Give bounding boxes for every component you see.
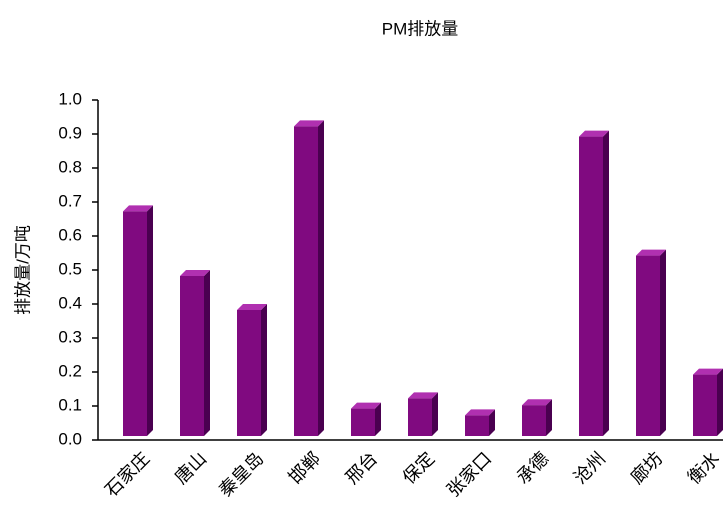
bar-top <box>522 399 552 406</box>
y-tick-label: 0.7 <box>58 191 82 210</box>
x-tick-label: 唐山 <box>171 448 211 488</box>
bar <box>636 255 660 436</box>
bar <box>522 405 546 436</box>
bar <box>351 408 375 436</box>
bar-top <box>351 402 381 409</box>
bar-top <box>180 270 210 276</box>
bar-top <box>123 205 153 212</box>
y-tick-label: 0.6 <box>58 225 82 244</box>
bar-top <box>636 249 666 256</box>
x-tick-label: 沧州 <box>570 448 610 488</box>
x-tick-label: 衡水 <box>684 448 723 488</box>
y-tick-label: 0.8 <box>58 157 82 176</box>
x-tick-label: 石家庄 <box>101 448 154 501</box>
x-tick-label: 邯郸 <box>285 448 325 488</box>
bar <box>294 126 318 437</box>
bar-side <box>546 399 552 436</box>
y-tick-label: 0.9 <box>58 123 82 142</box>
bar <box>237 310 261 436</box>
y-tick-label: 1.0 <box>58 89 82 108</box>
chart-title: PM排放量 <box>382 19 459 38</box>
bar-side <box>432 392 438 436</box>
y-axis-label: 排放量/万吨 <box>13 225 32 315</box>
bar-top <box>294 120 324 127</box>
bar <box>465 415 489 436</box>
x-tick-label: 承德 <box>513 448 553 488</box>
bar <box>693 374 717 436</box>
bar-top <box>465 409 495 416</box>
bar <box>579 136 603 436</box>
bar-top <box>579 130 609 137</box>
bar <box>180 276 204 436</box>
y-tick-label: 0.2 <box>58 361 82 380</box>
x-tick-label: 邢台 <box>342 448 382 488</box>
y-tick-label: 0.4 <box>58 293 82 312</box>
x-tick-label: 张家口 <box>443 448 496 501</box>
y-tick-label: 0.1 <box>58 395 82 414</box>
bar-side <box>375 402 381 436</box>
bar-top <box>408 392 438 399</box>
bar-side <box>318 120 324 437</box>
x-tick-label: 廊坊 <box>627 448 667 488</box>
bar-side <box>660 249 666 436</box>
bar-side <box>204 270 210 436</box>
bar-top <box>693 368 723 375</box>
y-tick-label: 0.0 <box>58 429 82 448</box>
bar-top <box>237 304 267 310</box>
y-tick-label: 0.5 <box>58 259 82 278</box>
bar-side <box>147 205 153 436</box>
bar <box>408 398 432 436</box>
bar-side <box>717 368 723 436</box>
bar-side <box>261 304 267 436</box>
x-tick-label: 秦皇岛 <box>215 448 268 501</box>
bar-side <box>603 130 609 436</box>
y-tick-label: 0.3 <box>58 327 82 346</box>
bar <box>123 211 147 436</box>
bar-side <box>489 409 495 436</box>
x-tick-label: 保定 <box>399 448 439 488</box>
